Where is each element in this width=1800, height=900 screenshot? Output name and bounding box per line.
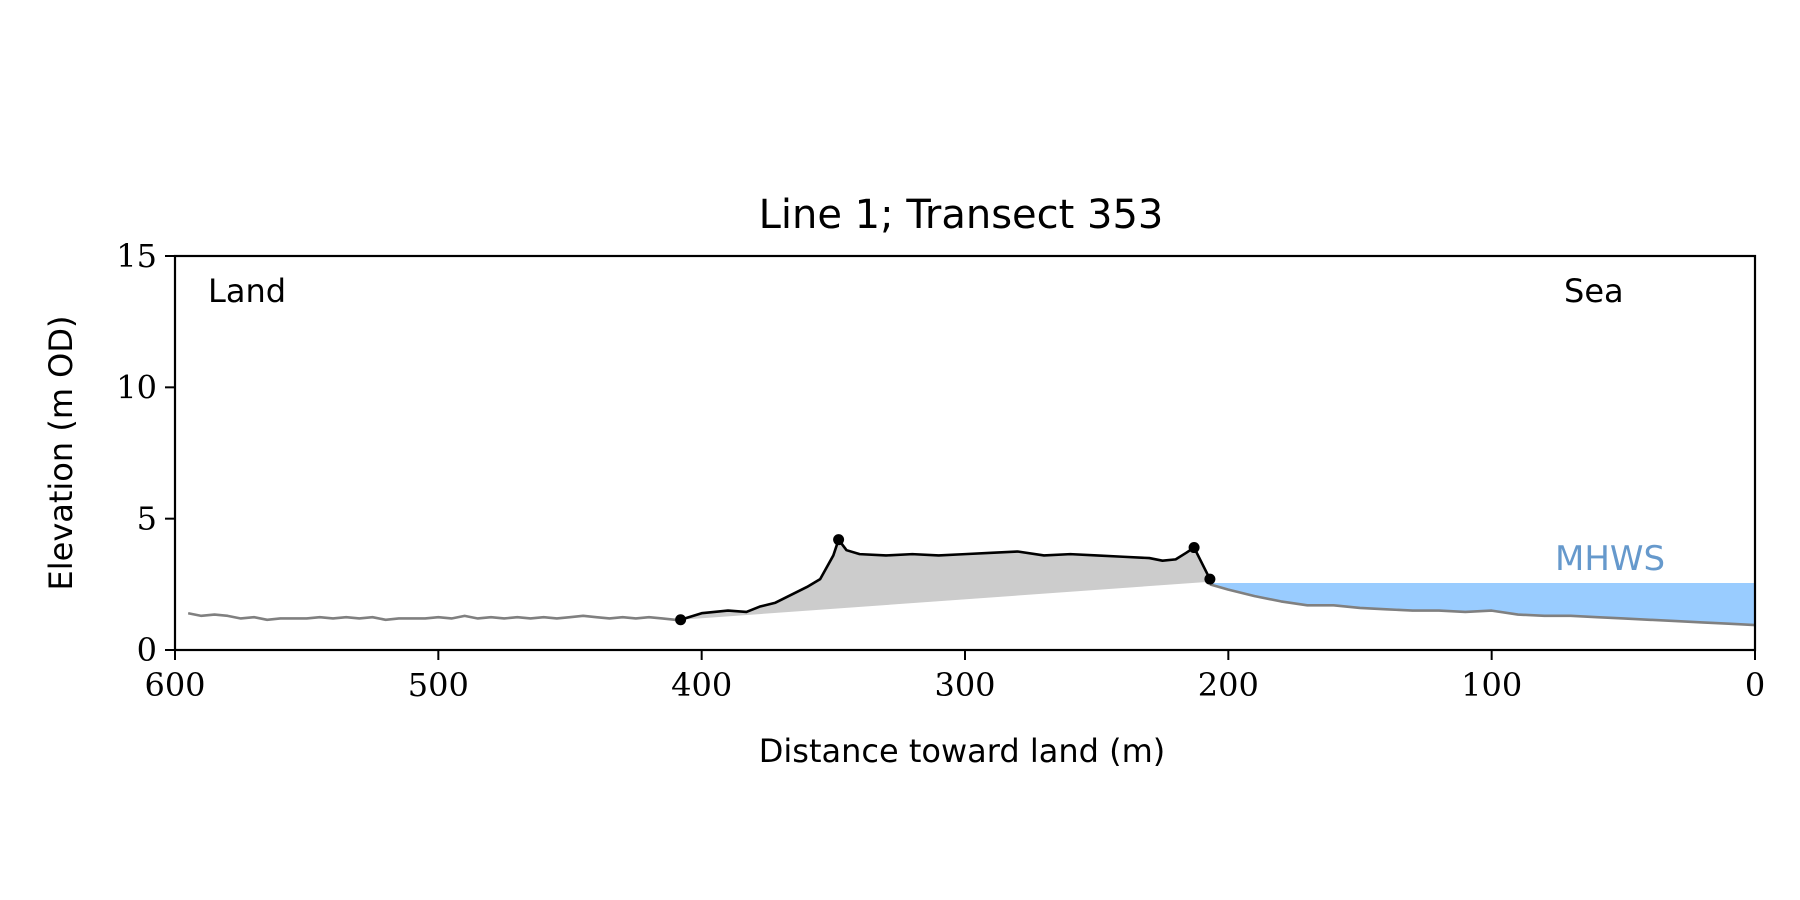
dune-profile-line — [680, 538, 1212, 622]
mhws-label: MHWS — [1555, 539, 1665, 579]
y-tick-label: 10 — [116, 368, 157, 406]
x-axis-label: Distance toward land (m) — [759, 732, 1165, 770]
profile-point-marker — [675, 614, 687, 626]
y-axis: 0 5 10 15 — [116, 237, 175, 669]
mhws-area — [1209, 583, 1755, 626]
x-tick-label: 100 — [1461, 666, 1522, 704]
x-tick-label: 500 — [408, 666, 469, 704]
chart-title: Line 1; Transect 353 — [759, 192, 1164, 238]
x-tick-label: 0 — [1745, 666, 1765, 704]
land-label: Land — [208, 272, 286, 310]
seaward-profile-line — [1209, 583, 1756, 627]
x-axis: 600 500 400 300 200 100 0 — [144, 650, 1765, 704]
x-tick-label: 400 — [671, 666, 732, 704]
plot-area — [187, 534, 1756, 627]
profile-point-marker — [833, 534, 845, 546]
landward-profile-line — [187, 611, 676, 622]
profile-point-marker — [1188, 542, 1200, 554]
x-tick-label: 300 — [934, 666, 995, 704]
y-axis-label: Elevation (m OD) — [42, 316, 80, 591]
y-tick-label: 15 — [116, 237, 157, 275]
x-tick-label: 200 — [1198, 666, 1259, 704]
dune-volume-fill — [680, 539, 1210, 620]
y-tick-label: 5 — [137, 500, 157, 538]
sea-label: Sea — [1564, 272, 1624, 310]
profile-point-marker — [1204, 573, 1216, 585]
y-tick-label: 0 — [137, 631, 157, 669]
x-tick-label: 600 — [144, 666, 205, 704]
